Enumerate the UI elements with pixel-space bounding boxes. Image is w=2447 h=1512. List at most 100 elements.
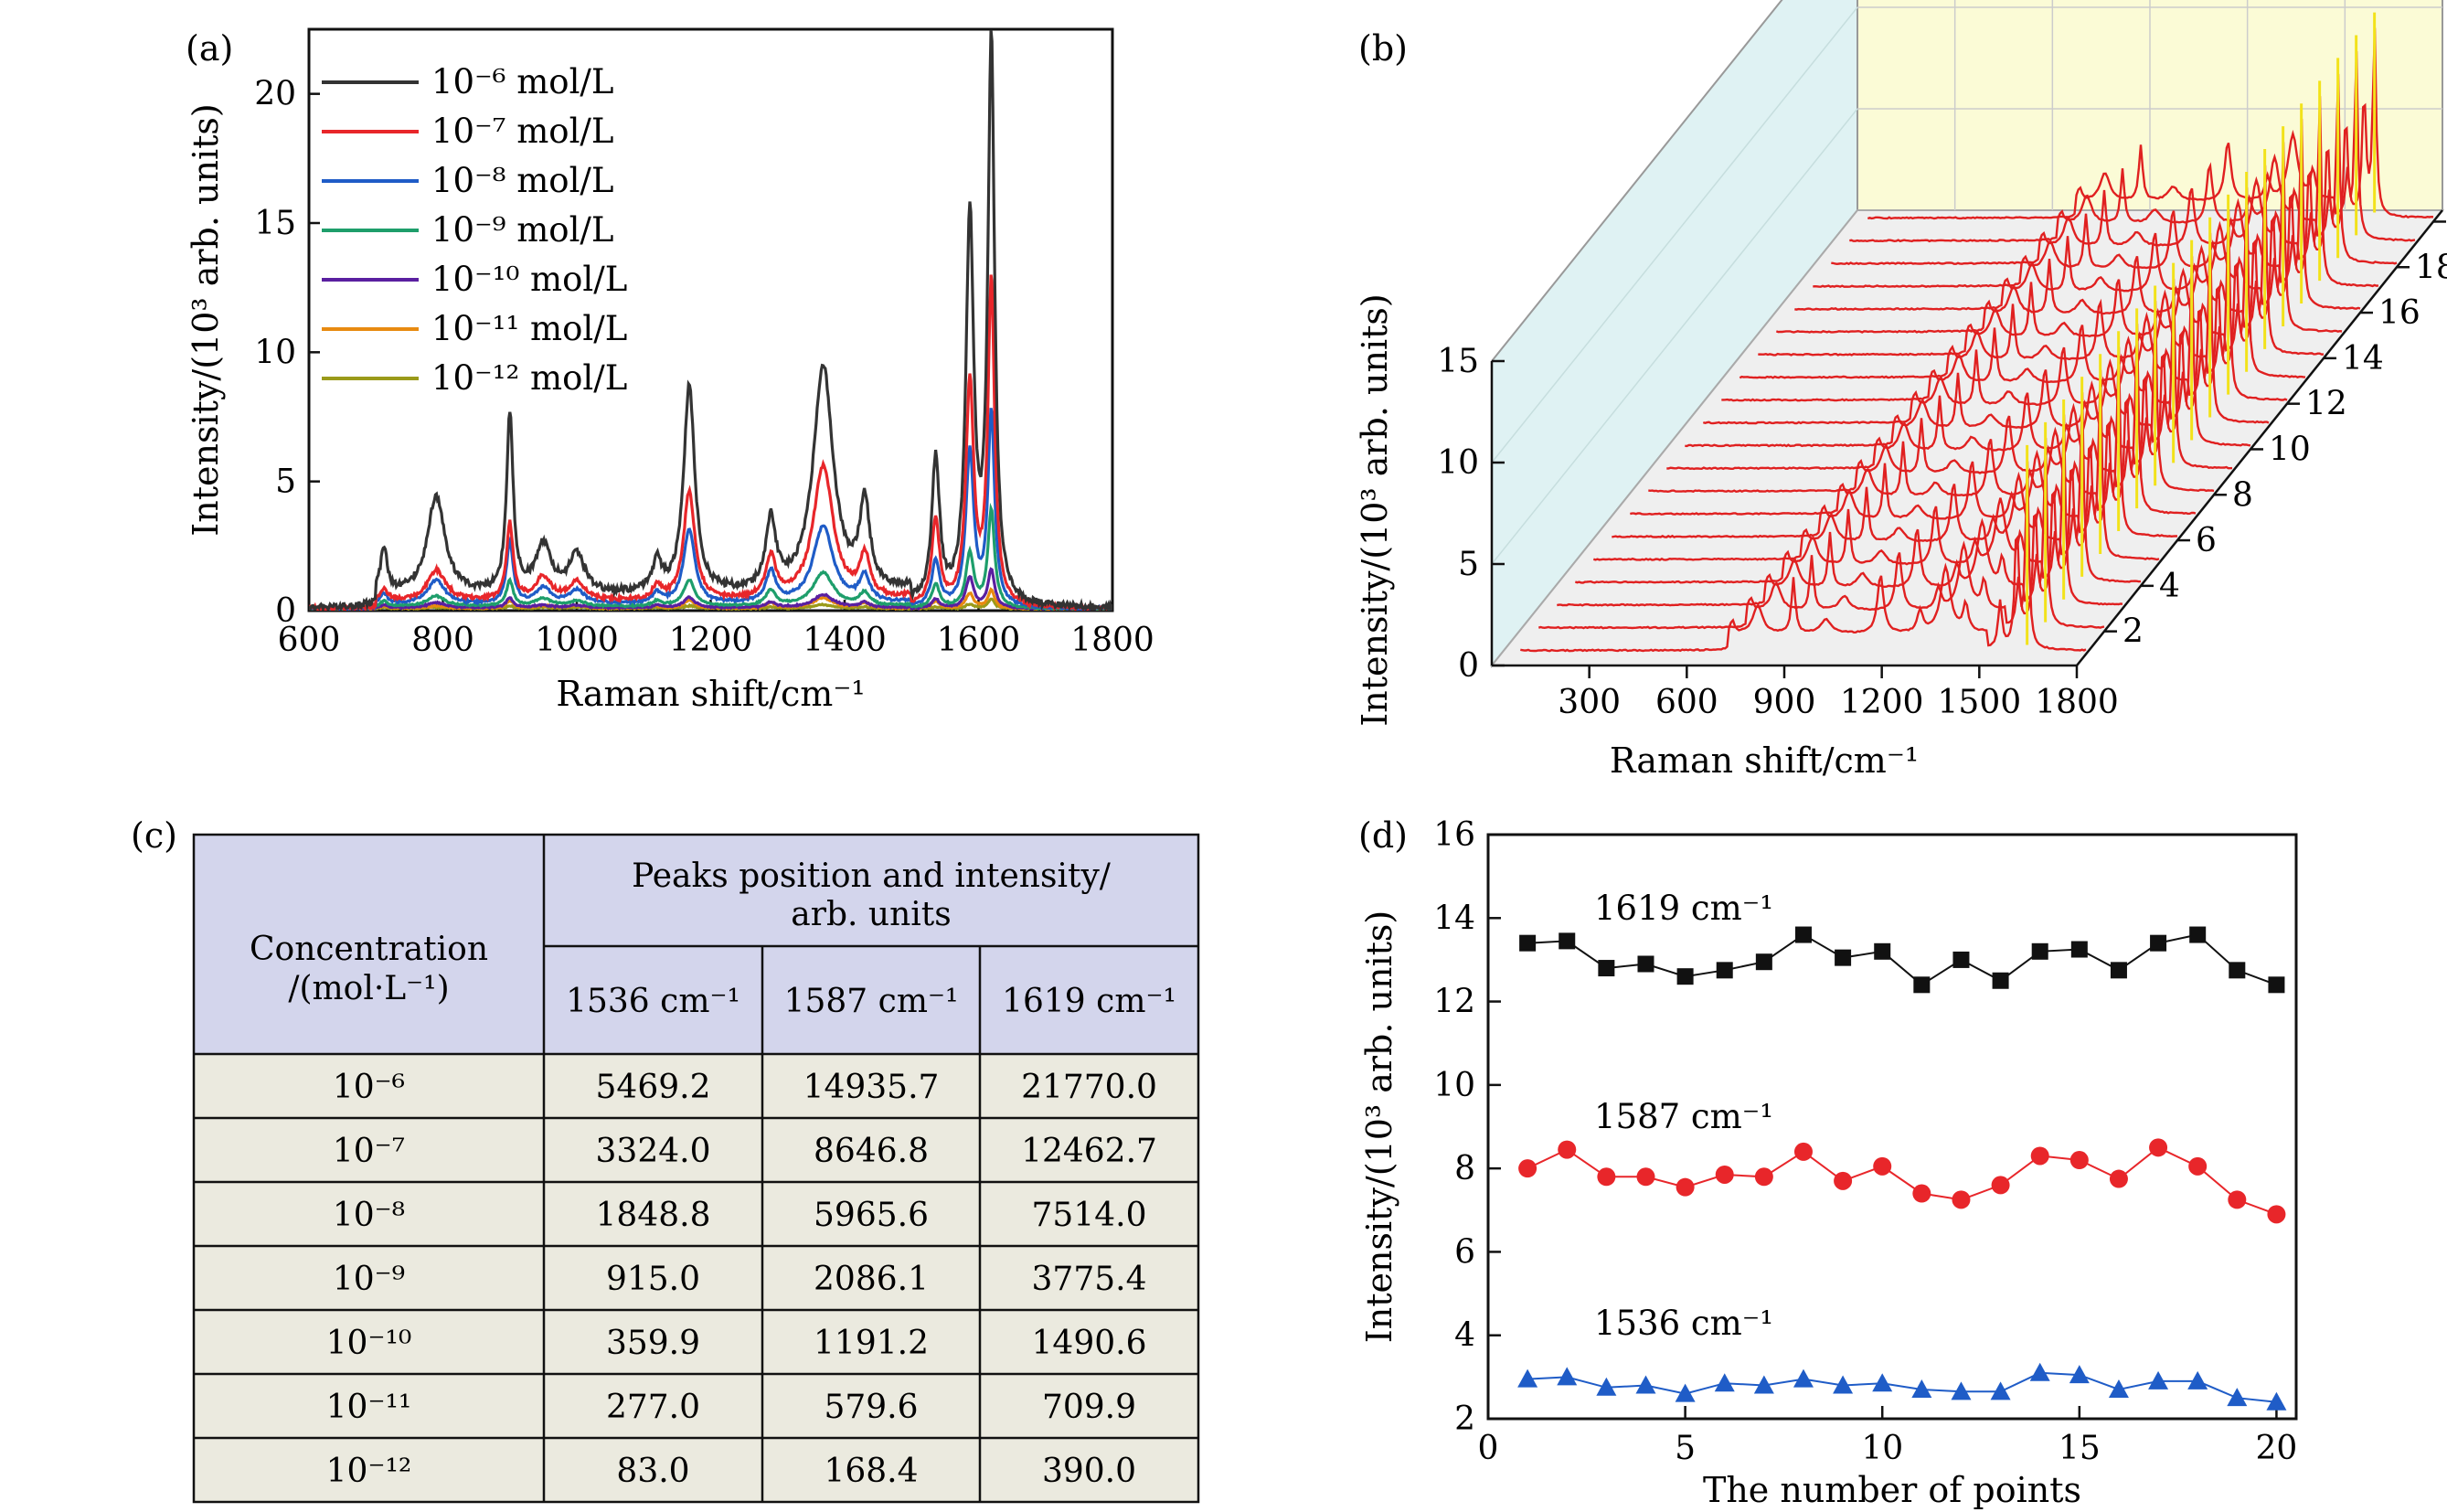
data-point [1794, 926, 1812, 943]
row-label: 10⁻⁸ [333, 1197, 405, 1234]
row-label: 10⁻⁶ [333, 1069, 405, 1106]
data-point [1637, 955, 1654, 973]
x-tick-label: 1200 [1840, 684, 1924, 721]
data-point [1518, 1159, 1537, 1178]
data-point [2108, 1379, 2129, 1399]
data-point [1675, 1383, 1696, 1402]
x-tick-label: 600 [278, 622, 341, 659]
table-header-bg [194, 835, 1198, 1054]
header-concentration-unit: /(mol·L⁻¹) [288, 970, 449, 1007]
data-point [2029, 1362, 2050, 1381]
x-tick-label: 1000 [535, 622, 619, 659]
data-point [2110, 962, 2127, 979]
data-point [1636, 1167, 1655, 1187]
x-tick-label: 300 [1558, 684, 1621, 721]
z-tick-label: 14 [2342, 340, 2384, 378]
y-tick-label: 0 [1458, 647, 1479, 685]
x-tick-label: 600 [1655, 684, 1718, 721]
y-tick-label: 8 [1454, 1150, 1475, 1187]
table-cell: 390.0 [1042, 1453, 1136, 1490]
data-point [2267, 1205, 2286, 1224]
header-group-title: Peaks position and intensity/ [632, 857, 1112, 895]
grid-line [1491, 108, 1858, 565]
table-body-bg [194, 1054, 1198, 1502]
table-cell: 3775.4 [1032, 1261, 1147, 1298]
legend-label: 10⁻⁶ mol/L [431, 62, 613, 101]
spectrum-line [309, 29, 1112, 611]
data-point [1913, 976, 1931, 994]
z-tick-label: 8 [2232, 476, 2253, 514]
data-point [1635, 1375, 1656, 1394]
column-header: 1587 cm⁻¹ [784, 983, 959, 1020]
data-point [1911, 1379, 1932, 1399]
legend-label: 10⁻⁹ mol/L [431, 210, 613, 250]
x-axis-title: Raman shift/cm⁻¹ [556, 674, 865, 714]
x-tick-label: 1800 [2035, 684, 2119, 721]
x-tick-label: 1800 [1070, 622, 1154, 659]
data-point [2229, 962, 2246, 979]
data-point [1991, 1176, 2010, 1195]
series-label: 1619 cm⁻¹ [1594, 889, 1773, 928]
z-tick-label: 12 [2305, 386, 2347, 423]
spectrum-line [309, 502, 1112, 611]
table-cell: 83.0 [616, 1453, 689, 1490]
y-axis-title: Intensity/(10³ arb. units) [1359, 910, 1399, 1343]
table-cell: 3324.0 [596, 1133, 711, 1170]
data-point [1716, 962, 1733, 979]
x-tick-label: 1500 [1938, 684, 2022, 721]
data-point [1753, 1375, 1774, 1394]
table-cell: 8646.8 [814, 1133, 929, 1170]
data-point [1912, 1184, 1931, 1203]
data-point [1872, 1373, 1893, 1392]
y-tick-label: 2 [1454, 1400, 1475, 1438]
data-point [1598, 960, 1615, 977]
y-tick-label: 16 [1433, 816, 1475, 854]
data-point [1597, 1167, 1616, 1187]
header-concentration: Concentration [250, 931, 488, 968]
data-point [2150, 934, 2167, 952]
y-tick-label: 14 [1433, 900, 1475, 937]
y-axis-title: Intensity/(10³ arb. units) [1355, 293, 1395, 726]
series-label: 1587 cm⁻¹ [1594, 1097, 1773, 1136]
table-cell: 277.0 [606, 1389, 700, 1426]
panel-letter-b: (b) [1358, 28, 1408, 69]
table-border [192, 833, 1200, 1504]
row-label: 10⁻¹¹ [326, 1389, 412, 1426]
data-point [1793, 1142, 1813, 1161]
x-tick-label: 900 [1753, 684, 1816, 721]
panel-letter-a: (a) [186, 28, 233, 69]
z-tick-label: 16 [2378, 294, 2420, 332]
data-point [1676, 968, 1694, 985]
data-point [1874, 942, 1891, 960]
data-point [1755, 953, 1772, 971]
z-tick-label: 6 [2196, 522, 2217, 559]
x-tick-label: 800 [411, 622, 474, 659]
table-cell: 1490.6 [1032, 1325, 1147, 1362]
row-label: 10⁻¹² [326, 1453, 412, 1490]
row-label: 10⁻⁷ [333, 1133, 405, 1170]
table-cell: 5965.6 [814, 1197, 929, 1234]
plot-frame [1486, 833, 2298, 1421]
data-point [1952, 951, 1970, 968]
legend-label: 10⁻⁸ mol/L [431, 161, 613, 200]
x-tick-label: 1400 [803, 622, 887, 659]
data-point [1951, 1381, 1972, 1400]
y-tick-label: 10 [1437, 444, 1479, 482]
data-point [1676, 1177, 1695, 1197]
x-axis-title: Raman shift/cm⁻¹ [1610, 740, 1919, 781]
data-point [2148, 1370, 2169, 1390]
y-tick-label: 15 [254, 205, 296, 242]
table-cell: 12462.7 [1021, 1133, 1157, 1170]
table-cell: 915.0 [606, 1261, 700, 1298]
data-point [1952, 1190, 1971, 1209]
x-tick-label: 5 [1675, 1430, 1696, 1467]
data-point [2109, 1169, 2128, 1188]
data-point [2227, 1388, 2248, 1407]
table-cell: 21770.0 [1021, 1069, 1157, 1106]
data-point [2188, 1156, 2208, 1176]
data-point [2031, 942, 2048, 960]
table-cell: 579.6 [824, 1389, 918, 1426]
x-tick-label: 20 [2256, 1430, 2298, 1467]
data-point [2189, 926, 2207, 943]
